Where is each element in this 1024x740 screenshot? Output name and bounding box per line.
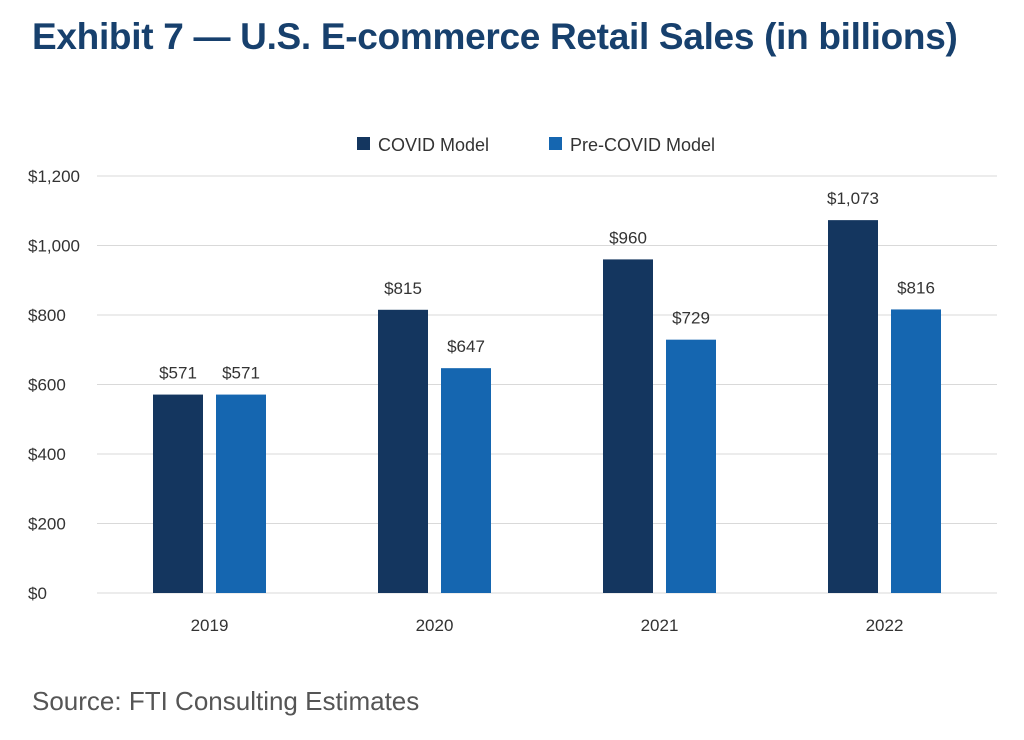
x-tick-label: 2020 — [416, 616, 454, 635]
data-label: $816 — [897, 278, 935, 297]
data-label: $729 — [672, 309, 710, 328]
legend: COVID Model Pre-COVID Model — [357, 135, 715, 155]
data-labels: $571 $571 $815 $647 $960 $729 $1,073 $816 — [159, 189, 935, 382]
y-tick-label: $400 — [28, 445, 66, 464]
x-axis-tick-labels: 2019 2020 2021 2022 — [191, 616, 904, 635]
bars — [153, 220, 941, 593]
source-note: Source: FTI Consulting Estimates — [32, 686, 420, 716]
data-label: $571 — [159, 364, 197, 383]
legend-swatch-covid — [357, 137, 370, 150]
x-tick-label: 2022 — [866, 616, 904, 635]
x-tick-label: 2021 — [641, 616, 679, 635]
bar-chart: $0$200$400$600$800$1,000$1,200 $571 $571$… — [28, 135, 997, 635]
bar-pre-covid-2019 — [216, 394, 266, 593]
data-label: $960 — [609, 228, 647, 247]
legend-label-covid: COVID Model — [378, 135, 489, 155]
bar-covid-2022 — [828, 220, 878, 593]
bar-pre-covid-2022 — [891, 309, 941, 593]
y-tick-label: $600 — [28, 376, 66, 395]
data-label: $1,073 — [827, 189, 879, 208]
y-tick-label: $800 — [28, 306, 66, 325]
y-axis-tick-labels: $0 $200 $400 $600 $800 $1,000 $1,200 — [28, 167, 80, 603]
bar-covid-2021 — [603, 259, 653, 593]
chart-title: Exhibit 7 — U.S. E-commerce Retail Sales… — [32, 16, 958, 57]
y-tick-label: $0 — [28, 584, 47, 603]
bar-pre-covid-2021 — [666, 339, 716, 593]
bar-covid-2020 — [378, 309, 428, 593]
bar-pre-covid-2020 — [441, 368, 491, 593]
legend-label-pre-covid: Pre-COVID Model — [570, 135, 715, 155]
y-tick-label: $200 — [28, 515, 66, 534]
data-label: $647 — [447, 337, 485, 356]
y-tick-label: $1,200 — [28, 167, 80, 186]
y-tick-label: $1,000 — [28, 237, 80, 256]
data-label: $815 — [384, 279, 422, 298]
x-tick-label: 2019 — [191, 616, 229, 635]
bar-covid-2019 — [153, 394, 203, 593]
data-label: $571 — [222, 364, 260, 383]
legend-swatch-pre-covid — [549, 137, 562, 150]
